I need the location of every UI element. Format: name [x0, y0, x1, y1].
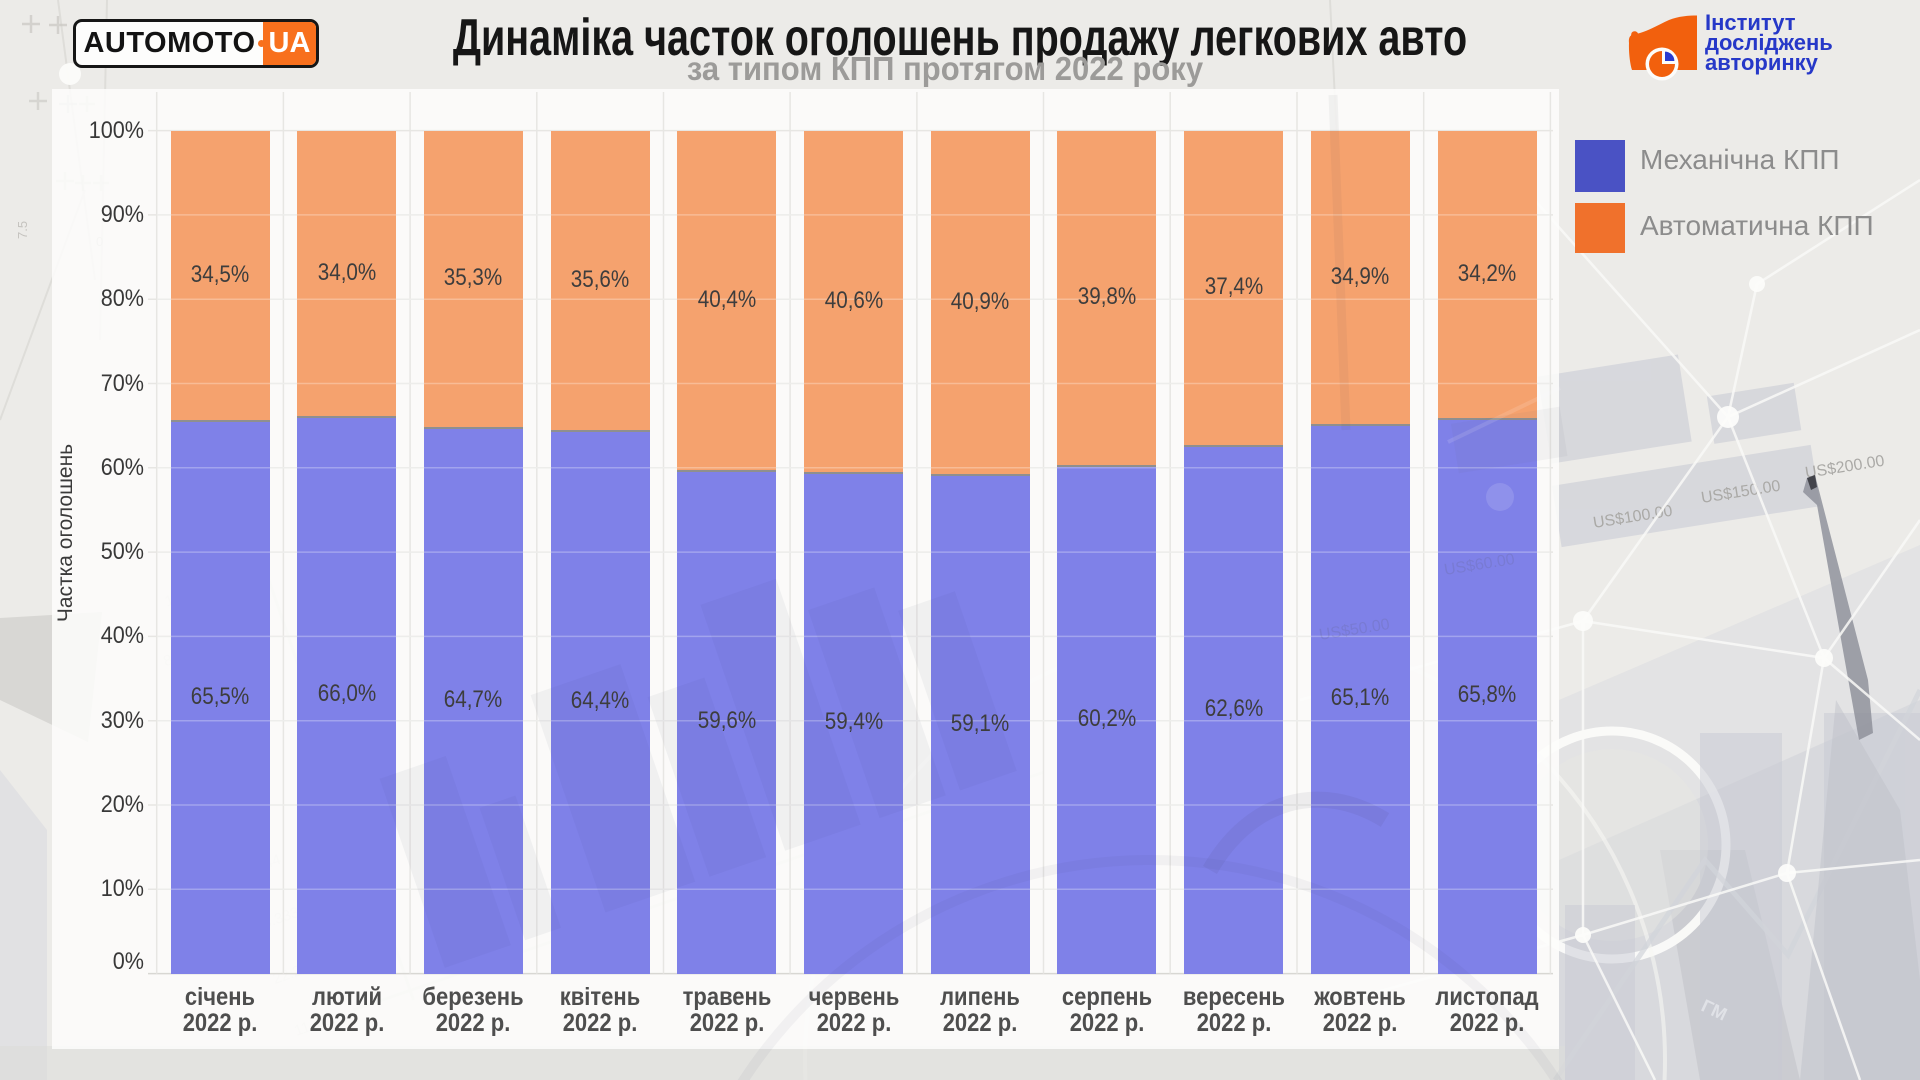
svg-text:US$60.00: US$60.00: [1443, 551, 1516, 579]
svg-text:7.5: 7.5: [15, 221, 30, 239]
svg-text:US$50.00: US$50.00: [1318, 616, 1391, 644]
